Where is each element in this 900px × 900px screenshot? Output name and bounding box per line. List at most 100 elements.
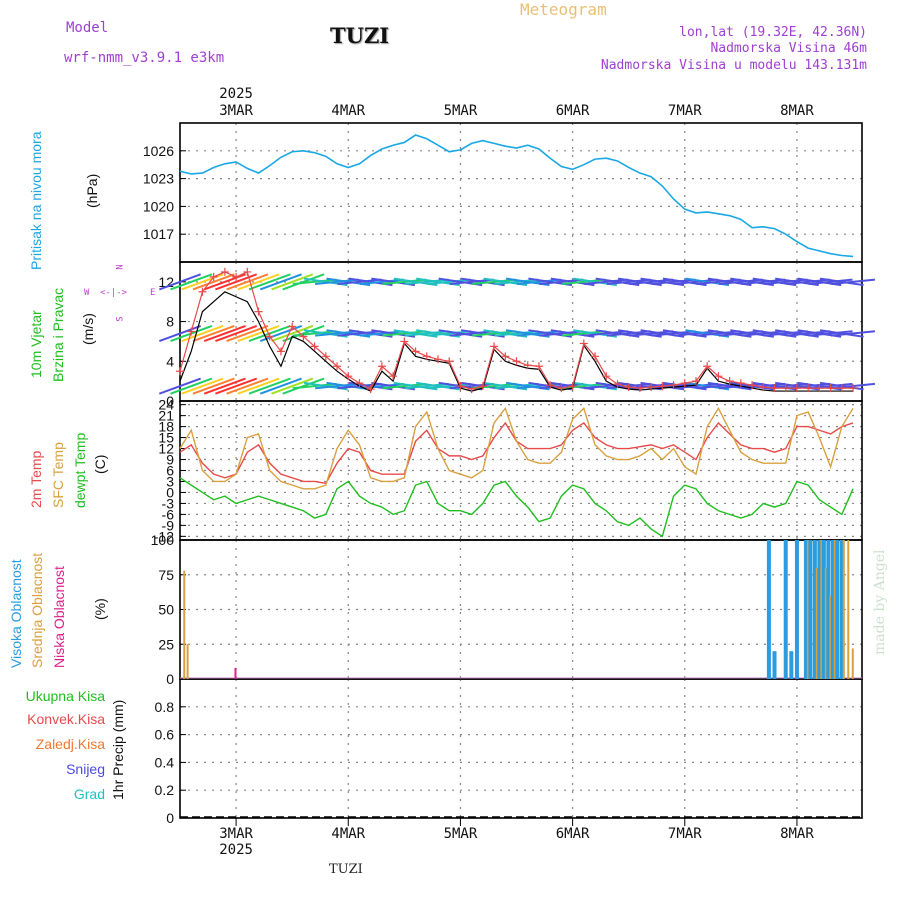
ytick-label-2-7: 9 bbox=[166, 452, 174, 468]
wind-gust-marker bbox=[310, 342, 319, 351]
cloud-mid-bar bbox=[815, 567, 818, 679]
date-bottom-2: 5MAR bbox=[444, 826, 478, 842]
model-label: Model bbox=[66, 20, 109, 36]
date-bottom-3: 6MAR bbox=[556, 826, 590, 842]
cloud-mid-bar bbox=[833, 540, 836, 679]
wind-gust-marker bbox=[837, 384, 846, 393]
temp-sfc-line bbox=[179, 406, 854, 490]
ytick-label-0-3: 1026 bbox=[143, 143, 174, 159]
wind-arrow-2-12 bbox=[292, 382, 337, 390]
wind-arrow-1-3 bbox=[192, 325, 235, 342]
wind-gust-marker bbox=[557, 384, 566, 393]
cloud-high-bar bbox=[839, 540, 844, 679]
wind-gust-marker bbox=[624, 383, 633, 392]
ytick-label-2-6: 6 bbox=[166, 463, 174, 479]
cloud-high-bar bbox=[812, 540, 817, 679]
wind-gust-marker bbox=[377, 362, 386, 371]
legend-total-precip: Ukupna Kisa bbox=[25, 688, 105, 704]
wind-arrow-1-42 bbox=[629, 330, 674, 337]
ytick-label-2-9: 15 bbox=[158, 430, 174, 446]
ytick-label-0-2: 1023 bbox=[143, 171, 174, 187]
wind-arrow-1-34 bbox=[539, 330, 584, 337]
wind-gust-marker bbox=[669, 381, 678, 390]
panel-frame-2 bbox=[179, 400, 863, 541]
wind-arrow-2-3 bbox=[192, 377, 235, 395]
wind-arrow-1-26 bbox=[449, 330, 494, 337]
wind-gust-line bbox=[179, 271, 854, 390]
wind-gust-marker bbox=[579, 339, 588, 348]
wind-title-2: Brzina i Pravac bbox=[50, 287, 66, 382]
date-top-5: 8MAR bbox=[780, 103, 814, 119]
pressure-line bbox=[179, 134, 854, 258]
wind-arrow-0-24 bbox=[427, 278, 472, 286]
cloud-mid-bar bbox=[824, 567, 827, 679]
wind-arrow-2-36 bbox=[561, 382, 606, 390]
compass-south: S bbox=[115, 316, 126, 322]
wind-arrow-0-7 bbox=[237, 273, 280, 291]
wind-gust-marker bbox=[389, 372, 398, 381]
wind-arrow-0-12 bbox=[292, 278, 337, 286]
meteogram-label: Meteogram bbox=[520, 0, 607, 19]
precip-unit: 1hr Precip (mm) bbox=[110, 699, 126, 800]
wind-arrow-0-16 bbox=[337, 278, 382, 286]
wind-gust-marker bbox=[815, 384, 824, 393]
wind-arrow-2-0 bbox=[158, 377, 202, 395]
date-top-1: 4MAR bbox=[331, 103, 365, 119]
legend-conv-precip: Konvek.Kisa bbox=[27, 711, 105, 727]
ytick-label-1-0: 0 bbox=[166, 393, 174, 409]
date-top-4: 7MAR bbox=[668, 103, 702, 119]
wind-arrow-0-44 bbox=[651, 278, 696, 286]
wind-arrow-0-59 bbox=[819, 277, 864, 287]
wind-arrow-1-46 bbox=[673, 330, 718, 337]
wind-arrow-0-46 bbox=[673, 278, 718, 286]
wind-gust-marker bbox=[658, 382, 667, 391]
compass-arrows: <-|-> bbox=[100, 288, 128, 298]
wind-arrow-0-20 bbox=[382, 278, 427, 286]
wind-gust-marker bbox=[804, 384, 813, 393]
wind-arrow-0-0 bbox=[158, 273, 202, 291]
temp-dewpt-line bbox=[179, 477, 854, 538]
ytick-label-0-0: 1017 bbox=[143, 226, 174, 242]
wind-arrow-0-40 bbox=[606, 278, 651, 286]
ytick-label-2-4: 0 bbox=[166, 484, 174, 500]
wind-arrow-0-10 bbox=[271, 273, 314, 291]
cloud-high-bar bbox=[772, 651, 777, 679]
wind-arrow-2-46 bbox=[673, 382, 718, 390]
date-top-3: 6MAR bbox=[556, 103, 590, 119]
legend-frozen-precip: Zaledj.Kisa bbox=[35, 736, 105, 752]
wind-arrow-2-9 bbox=[259, 377, 302, 395]
wind-gust-marker bbox=[254, 307, 263, 316]
wind-gust-marker bbox=[467, 385, 476, 394]
wind-arrow-0-14 bbox=[315, 278, 360, 286]
wind-arrow-0-8 bbox=[248, 273, 291, 291]
wind-arrow-2-2 bbox=[181, 377, 224, 395]
cloud-low-bar bbox=[234, 667, 237, 679]
cloud-high-bar bbox=[794, 540, 799, 679]
model-height-label: Nadmorska Visina u modelu 143.131m bbox=[600, 58, 867, 73]
wind-gust-marker bbox=[411, 347, 420, 356]
model-name: wrf-nmm_v3.9.1 e3km bbox=[64, 50, 225, 66]
ytick-label-2-5: 3 bbox=[166, 473, 174, 489]
wind-arrow-2-4 bbox=[203, 377, 246, 395]
wind-arrow-2-1 bbox=[170, 377, 213, 395]
cloud-unit: (%) bbox=[92, 598, 108, 620]
cloud-label-low: Niska Oblacnost bbox=[51, 566, 67, 668]
legend-graupel: Grad bbox=[73, 786, 105, 802]
wind-gust-marker bbox=[243, 267, 252, 276]
ytick-label-2-10: 18 bbox=[158, 419, 174, 435]
wind-gust-marker bbox=[759, 383, 768, 392]
legend-snow: Snijeg bbox=[66, 761, 105, 777]
wind-arrow-0-32 bbox=[516, 278, 561, 286]
wind-arrow-0-34 bbox=[539, 278, 584, 286]
wind-arrow-1-24 bbox=[427, 330, 472, 337]
ytick-label-2-8: 12 bbox=[158, 441, 174, 457]
wind-gust-marker bbox=[187, 327, 196, 336]
wind-gust-marker bbox=[591, 352, 600, 361]
ytick-label-4-1: 0.2 bbox=[155, 782, 175, 798]
cloud-high-bar bbox=[821, 540, 826, 679]
wind-gust-marker bbox=[490, 342, 499, 351]
wind-arrow-0-26 bbox=[449, 278, 494, 286]
wind-arrow-1-56 bbox=[786, 330, 831, 337]
cloud-high-bar bbox=[808, 540, 813, 679]
cloud-mid-bar bbox=[829, 595, 832, 679]
